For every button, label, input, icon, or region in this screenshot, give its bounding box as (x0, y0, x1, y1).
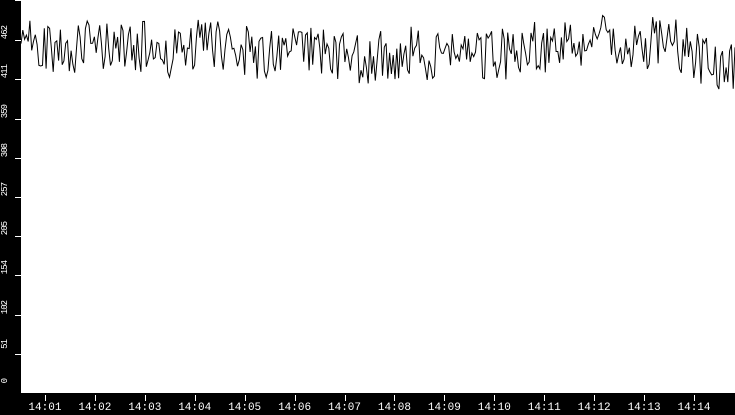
x-axis-label-1412: 14:12 (578, 403, 611, 414)
x-axis-tick-1414 (694, 395, 695, 401)
x-axis-label-1409: 14:09 (428, 403, 461, 414)
y-axis-tick-514 (15, 0, 21, 1)
y-axis-tick-411 (15, 79, 21, 80)
x-axis-label-1404: 14:04 (178, 403, 211, 414)
y-axis-tick-257 (15, 197, 21, 198)
x-axis-tick-1406 (295, 395, 296, 401)
x-axis-tick-1405 (245, 395, 246, 401)
y-axis-tick-154 (15, 275, 21, 276)
x-axis-label-1408: 14:08 (378, 403, 411, 414)
x-axis-tick-1410 (494, 395, 495, 401)
chart-container: 051102154205257308359411462514 14:0114:0… (0, 0, 735, 415)
y-axis-label-51: 51 (1, 340, 10, 349)
x-axis-tick-1407 (345, 395, 346, 401)
y-axis-tick-462 (15, 40, 21, 41)
y-axis-label-359: 359 (1, 105, 10, 118)
x-axis-tick-1408 (394, 395, 395, 401)
x-axis-label-1405: 14:05 (228, 403, 261, 414)
x-axis-tick-1412 (594, 395, 595, 401)
x-axis-tick-1403 (145, 395, 146, 401)
x-axis-label-1401: 14:01 (28, 403, 61, 414)
x-axis-tick-1404 (195, 395, 196, 401)
x-axis-tick-1402 (95, 395, 96, 401)
y-axis-tick-359 (15, 119, 21, 120)
y-axis-tick-205 (15, 236, 21, 237)
x-axis-label-1413: 14:13 (628, 403, 661, 414)
x-axis-tick-1411 (544, 395, 545, 401)
x-axis-tick-1413 (644, 395, 645, 401)
plot-area (21, 0, 735, 393)
x-axis-label-1406: 14:06 (278, 403, 311, 414)
x-axis-label-1402: 14:02 (78, 403, 111, 414)
y-axis-label-257: 257 (1, 183, 10, 196)
x-axis-tick-1409 (444, 395, 445, 401)
y-axis-tick-51 (15, 354, 21, 355)
y-axis-label-308: 308 (1, 144, 10, 157)
x-axis-bar: 14:01 14:02 14:03 14:04 14:05 14:06 14:07 14:08… (0, 393, 735, 415)
y-axis-label-462: 462 (1, 26, 10, 39)
y-axis-tick-102 (15, 315, 21, 316)
data-line-svg (21, 0, 735, 393)
x-axis-label-1411: 14:11 (528, 403, 561, 414)
y-axis-label-205: 205 (1, 222, 10, 235)
x-axis-label-1407: 14:07 (328, 403, 361, 414)
data-series-line (21, 16, 735, 90)
y-axis-label-0: 0 (1, 379, 10, 383)
y-axis-bar: 051102154205257308359411462514 (0, 0, 21, 415)
x-axis-label-1403: 14:03 (128, 403, 161, 414)
y-axis-label-102: 102 (1, 301, 10, 314)
x-axis-label-1410: 14:10 (478, 403, 511, 414)
y-axis-label-411: 411 (1, 65, 10, 78)
y-axis-tick-308 (15, 158, 21, 159)
x-axis-tick-1401 (45, 395, 46, 401)
y-axis-label-154: 154 (1, 261, 10, 274)
x-axis-label-1414: 14:14 (678, 403, 711, 414)
